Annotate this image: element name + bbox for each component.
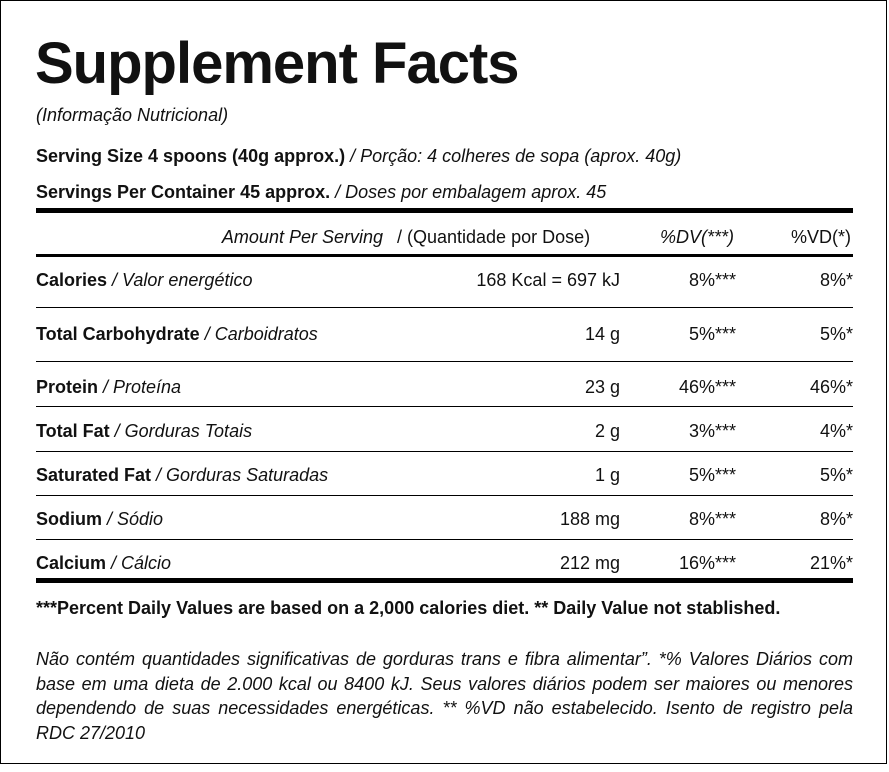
nutrient-amount: 212 mg <box>559 553 620 573</box>
nutrient-row-protein: Protein / Proteína 23 g 46%*** 46%* <box>36 371 853 401</box>
nutrient-dv: 46%*** <box>678 377 736 397</box>
nutrient-translation: / Cálcio <box>106 553 172 573</box>
nutrient-label: Saturated Fat <box>36 465 152 485</box>
nutrient-name: Calories / Valor energético <box>36 270 252 291</box>
row-divider <box>36 406 853 407</box>
row-divider <box>36 495 853 496</box>
nutrient-row-saturated-fat: Saturated Fat / Gorduras Saturadas 1 g 5… <box>36 459 853 489</box>
row-divider <box>36 451 853 452</box>
nutrient-label: Calories <box>36 270 108 290</box>
nutrient-vd: 8%* <box>819 270 853 290</box>
header-dv: %DV(***) <box>659 227 734 247</box>
nutrient-label: Sodium <box>36 509 102 529</box>
nutrient-name: Calcium / Cálcio <box>36 553 171 574</box>
nutrient-name: Total Fat / Gorduras Totais <box>36 421 252 442</box>
nutrient-row-total-carbohydrate: Total Carbohydrate / Carboidratos 14 g 5… <box>36 318 853 348</box>
label-title: Supplement Facts <box>35 31 520 96</box>
nutrient-row-sodium: Sodium / Sódio 188 mg 8%*** 8%* <box>36 503 853 533</box>
nutrient-vd: 5%* <box>819 324 853 344</box>
nutrient-amount: 2 g <box>594 421 620 441</box>
nutrient-row-calories: Calories / Valor energético 168 Kcal = 6… <box>36 264 853 294</box>
nutrient-label: Total Fat <box>36 421 110 441</box>
nutrient-amount: 23 g <box>584 377 620 397</box>
servings-per-container-label: Servings Per Container 45 approx. <box>36 182 331 202</box>
nutrient-name: Protein / Proteína <box>36 377 181 398</box>
nutrient-vd: 21%* <box>809 553 853 573</box>
nutrient-translation: / Proteína <box>98 377 182 397</box>
footnote-portuguese: Não contém quantidades significativas de… <box>36 649 853 743</box>
nutrient-translation: / Valor energético <box>107 270 253 290</box>
serving-size: Serving Size 4 spoons (40g approx.) / Po… <box>36 146 681 167</box>
nutrient-translation: / Gorduras Saturadas <box>151 465 329 485</box>
row-divider <box>36 539 853 540</box>
footnote-daily-values: ***Percent Daily Values are based on a 2… <box>36 598 781 618</box>
nutrient-translation: / Sódio <box>102 509 164 529</box>
nutrient-dv: 8%*** <box>688 509 736 529</box>
nutrient-name: Saturated Fat / Gorduras Saturadas <box>36 465 328 486</box>
nutrient-vd: 8%* <box>819 509 853 529</box>
nutrient-translation: / Carboidratos <box>199 324 318 344</box>
nutrient-label: Total Carbohydrate <box>36 324 200 344</box>
header-vd: %VD(*) <box>790 227 851 247</box>
thick-divider-top <box>36 208 853 213</box>
nutrient-dv: 3%*** <box>688 421 736 441</box>
row-divider <box>36 361 853 362</box>
nutrient-row-total-fat: Total Fat / Gorduras Totais 2 g 3%*** 4%… <box>36 415 853 445</box>
nutrient-dv: 8%*** <box>688 270 736 290</box>
thick-divider-bottom <box>36 578 853 583</box>
servings-per-container-translation: / Doses por embalagem aprox. 45 <box>330 182 607 202</box>
row-divider <box>36 307 853 308</box>
nutrient-row-calcium: Calcium / Cálcio 212 mg 16%*** 21%* <box>36 547 853 577</box>
nutrient-vd: 46%* <box>809 377 853 397</box>
serving-size-label: Serving Size 4 spoons (40g approx.) <box>36 146 346 166</box>
nutrient-name: Sodium / Sódio <box>36 509 163 530</box>
nutrient-dv: 5%*** <box>688 324 736 344</box>
nutrient-amount: 168 Kcal = 697 kJ <box>476 270 620 290</box>
nutrient-translation: / Gorduras Totais <box>109 421 253 441</box>
nutrient-name: Total Carbohydrate / Carboidratos <box>36 324 318 345</box>
label-subtitle: (Informação Nutricional) <box>36 105 229 125</box>
servings-per-container: Servings Per Container 45 approx. / Dose… <box>36 182 606 203</box>
nutrient-dv: 16%*** <box>678 553 736 573</box>
nutrient-label: Protein <box>36 377 99 397</box>
nutrient-dv: 5%*** <box>688 465 736 485</box>
nutrient-vd: 4%* <box>819 421 853 441</box>
header-quantity-per-dose: / (Quantidade por Dose) <box>397 227 591 247</box>
nutrient-amount: 1 g <box>594 465 620 485</box>
nutrient-amount: 14 g <box>584 324 620 344</box>
nutrient-amount: 188 mg <box>559 509 620 529</box>
nutrient-label: Calcium <box>36 553 107 573</box>
header-divider <box>36 254 853 257</box>
header-amount-per-serving: Amount Per Serving <box>221 227 383 247</box>
serving-size-translation: / Porção: 4 colheres de sopa (aprox. 40g… <box>345 146 682 166</box>
nutrient-vd: 5%* <box>819 465 853 485</box>
